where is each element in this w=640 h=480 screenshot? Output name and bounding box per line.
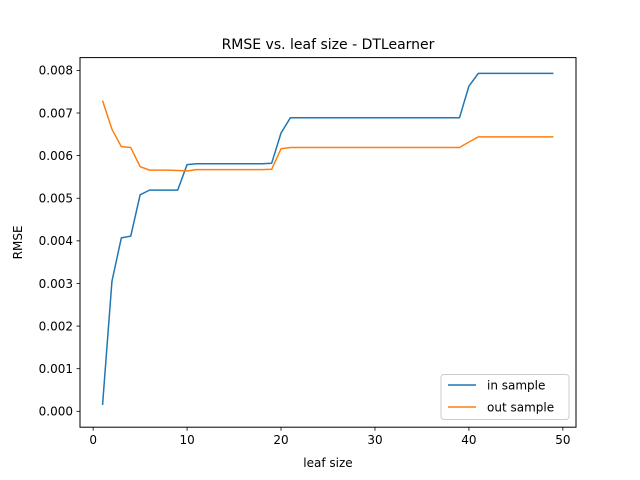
- y-tick-label: 0.004: [39, 234, 73, 248]
- legend-label-out-sample: out sample: [487, 401, 554, 415]
- y-tick-label: 0.006: [39, 149, 73, 163]
- y-axis-label: RMSE: [11, 225, 25, 259]
- y-tick-label: 0.008: [39, 64, 73, 78]
- y-tick-label: 0.002: [39, 319, 73, 333]
- series-line-out-sample: [101, 100, 554, 172]
- x-tick-label: 20: [273, 433, 288, 447]
- axis-ticks: 0 10 20 30 40 50 0.000 0.001 0.002 0.003 0.004 0.00…: [39, 64, 571, 448]
- y-tick-label: 0.005: [39, 192, 73, 206]
- y-tick-label: 0.000: [39, 405, 73, 419]
- y-tick-label: 0.007: [39, 106, 73, 120]
- legend: in sample out sample: [440, 374, 570, 420]
- legend-label-in-sample: in sample: [487, 379, 545, 393]
- chart-title: RMSE vs. leaf size - DTLearner: [222, 37, 435, 53]
- x-tick-label: 50: [555, 433, 570, 447]
- x-axis-label: leaf size: [303, 456, 352, 470]
- x-tick-label: 0: [89, 433, 97, 447]
- series-line-in-sample: [101, 72, 554, 405]
- x-tick-label: 10: [179, 433, 194, 447]
- x-tick-label: 30: [367, 433, 382, 447]
- x-tick-label: 40: [461, 433, 476, 447]
- y-tick-label: 0.001: [39, 362, 73, 376]
- y-tick-label: 0.003: [39, 277, 73, 291]
- plot-area: [101, 72, 554, 405]
- axes-frame: [79, 57, 577, 428]
